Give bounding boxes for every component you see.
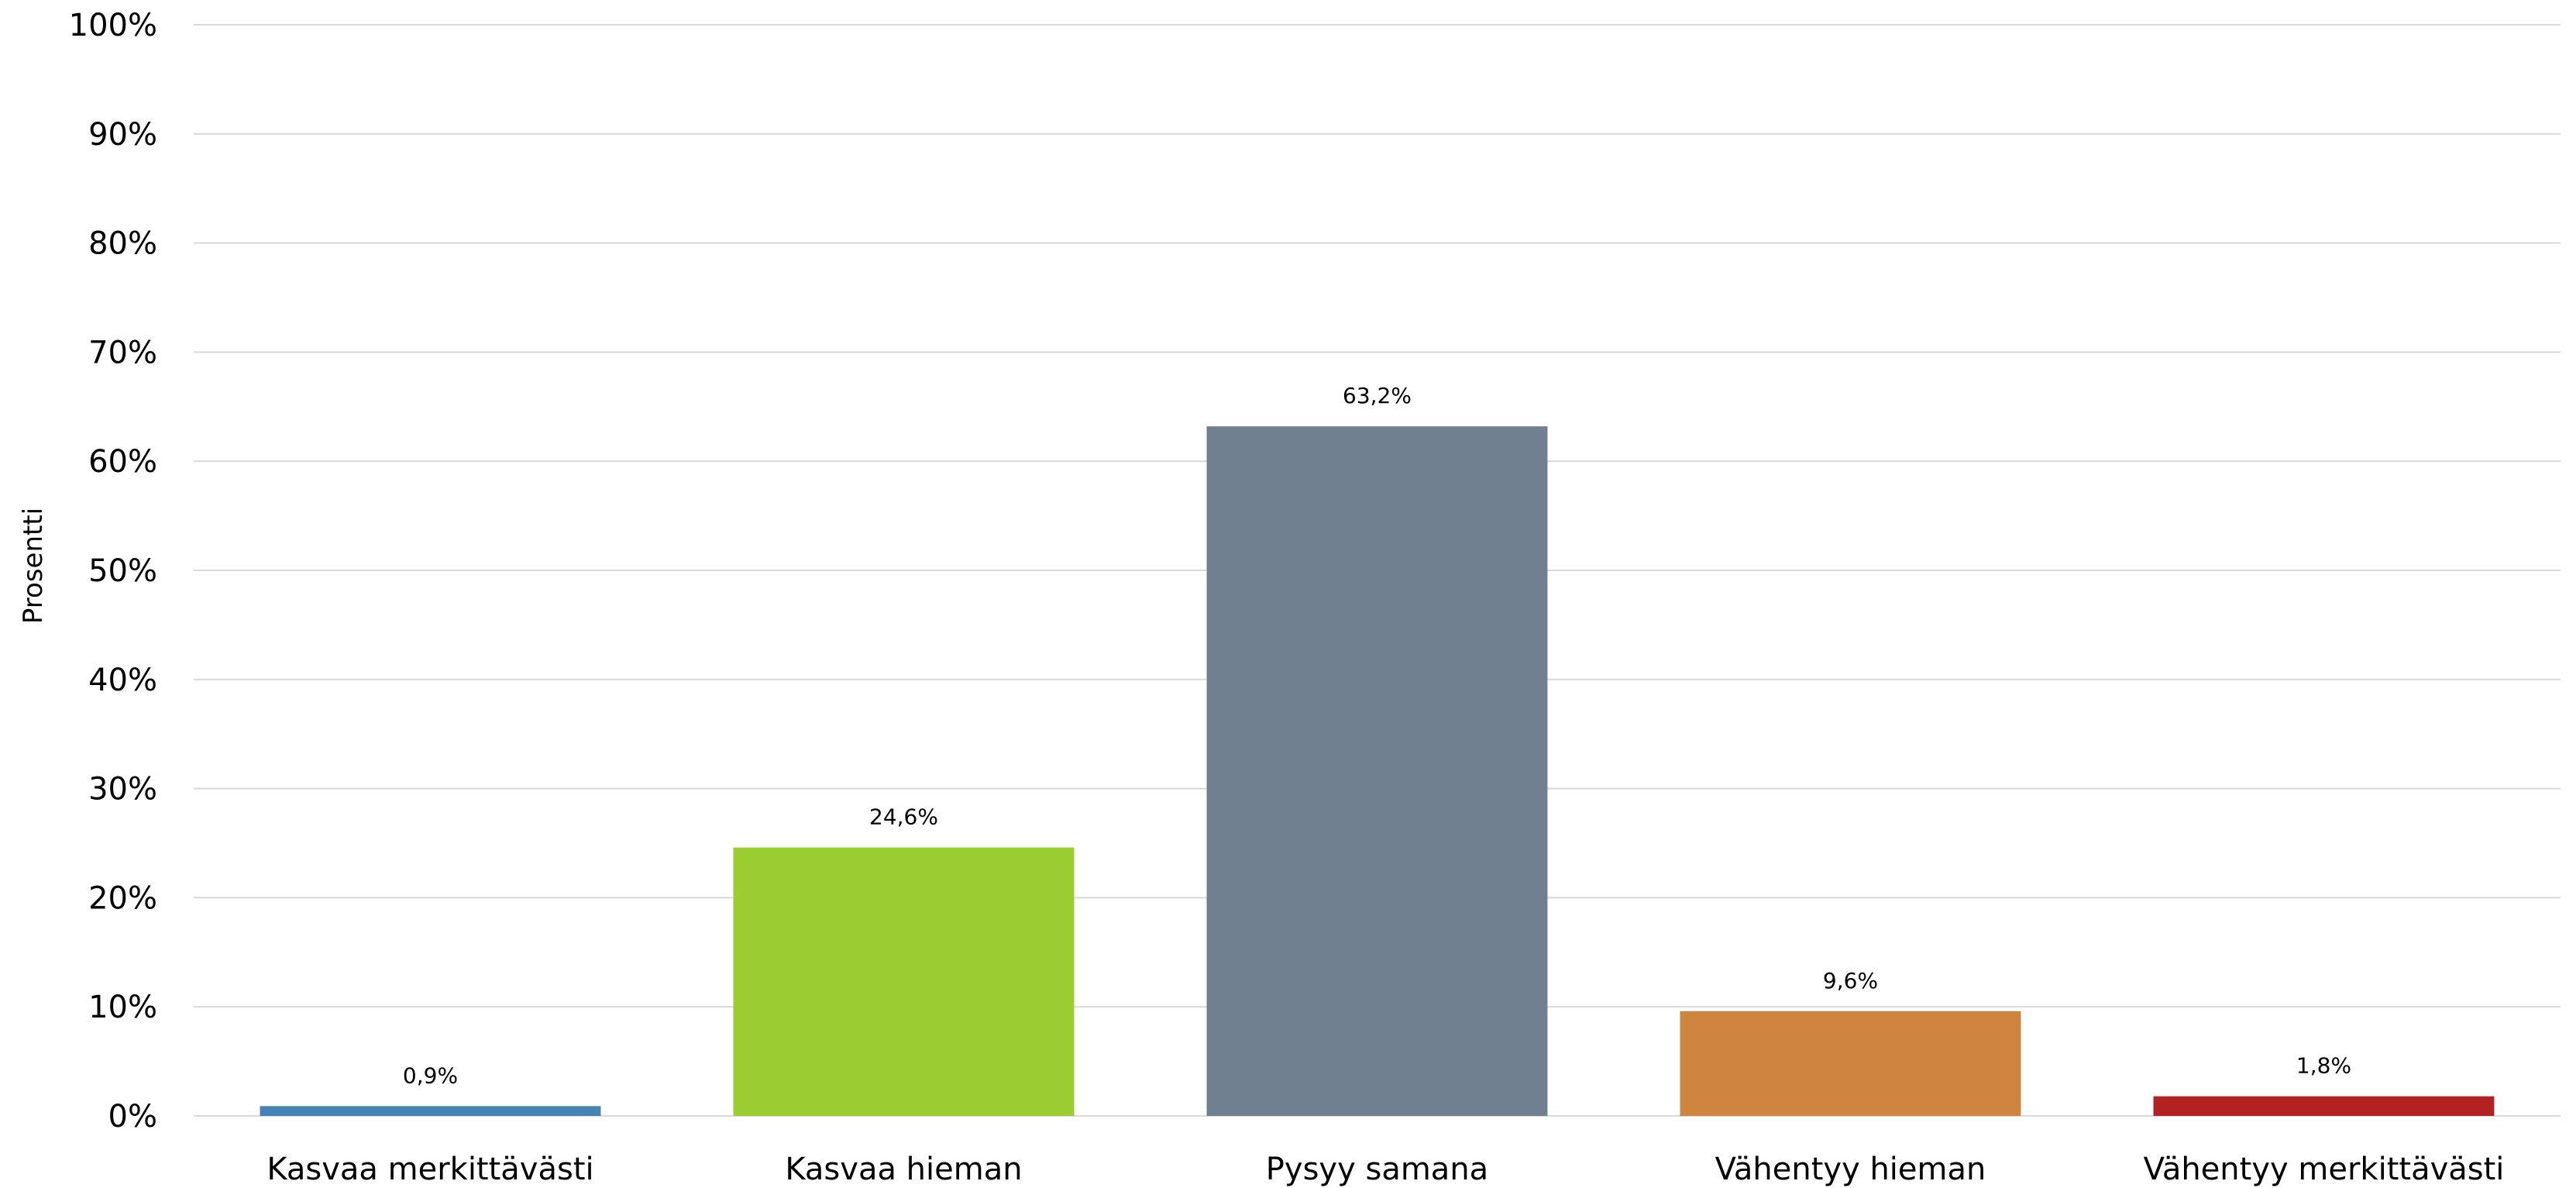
y-tick-label: 70%	[88, 335, 157, 370]
data-label: 24,6%	[869, 804, 938, 830]
x-category-label: Vähentyy hieman	[1715, 1152, 1986, 1187]
bar	[260, 1106, 601, 1116]
y-tick-label: 80%	[88, 226, 157, 262]
y-tick-label: 30%	[88, 772, 157, 807]
y-tick-label: 50%	[88, 553, 157, 589]
y-tick-label: 100%	[69, 8, 157, 43]
bars	[260, 426, 2495, 1116]
y-tick-label: 60%	[88, 444, 157, 480]
x-category-label: Vähentyy merkittävästi	[2144, 1152, 2505, 1187]
y-tick-label: 20%	[88, 880, 157, 916]
data-label: 63,2%	[1343, 383, 1412, 408]
x-category-label: Kasvaa merkittävästi	[267, 1152, 593, 1187]
y-tick-label: 40%	[88, 663, 157, 698]
data-label: 0,9%	[403, 1062, 458, 1088]
bar	[1206, 426, 1548, 1116]
x-category-label: Pysyy samana	[1266, 1152, 1488, 1187]
data-labels: 0,9% 24,6% 63,2% 9,6% 1,8%	[403, 383, 2351, 1088]
data-label: 9,6%	[1823, 968, 1878, 993]
bar	[1680, 1011, 2021, 1116]
y-axis-label: Prosentti	[18, 508, 49, 624]
y-tick-label: 90%	[88, 117, 157, 153]
data-label: 1,8%	[2296, 1053, 2351, 1079]
y-tick-label: 0%	[108, 1099, 157, 1135]
y-tick-label: 10%	[88, 990, 157, 1025]
bar	[2153, 1096, 2495, 1116]
x-category-label: Kasvaa hieman	[785, 1152, 1022, 1187]
y-axis-ticks: 0% 10% 20% 30% 40% 50% 60% 70% 80% 90% 100%	[69, 8, 157, 1135]
x-axis-categories: Kasvaa merkittävästi Kasvaa hieman Pysyy s…	[267, 1152, 2504, 1187]
bar	[733, 847, 1075, 1116]
